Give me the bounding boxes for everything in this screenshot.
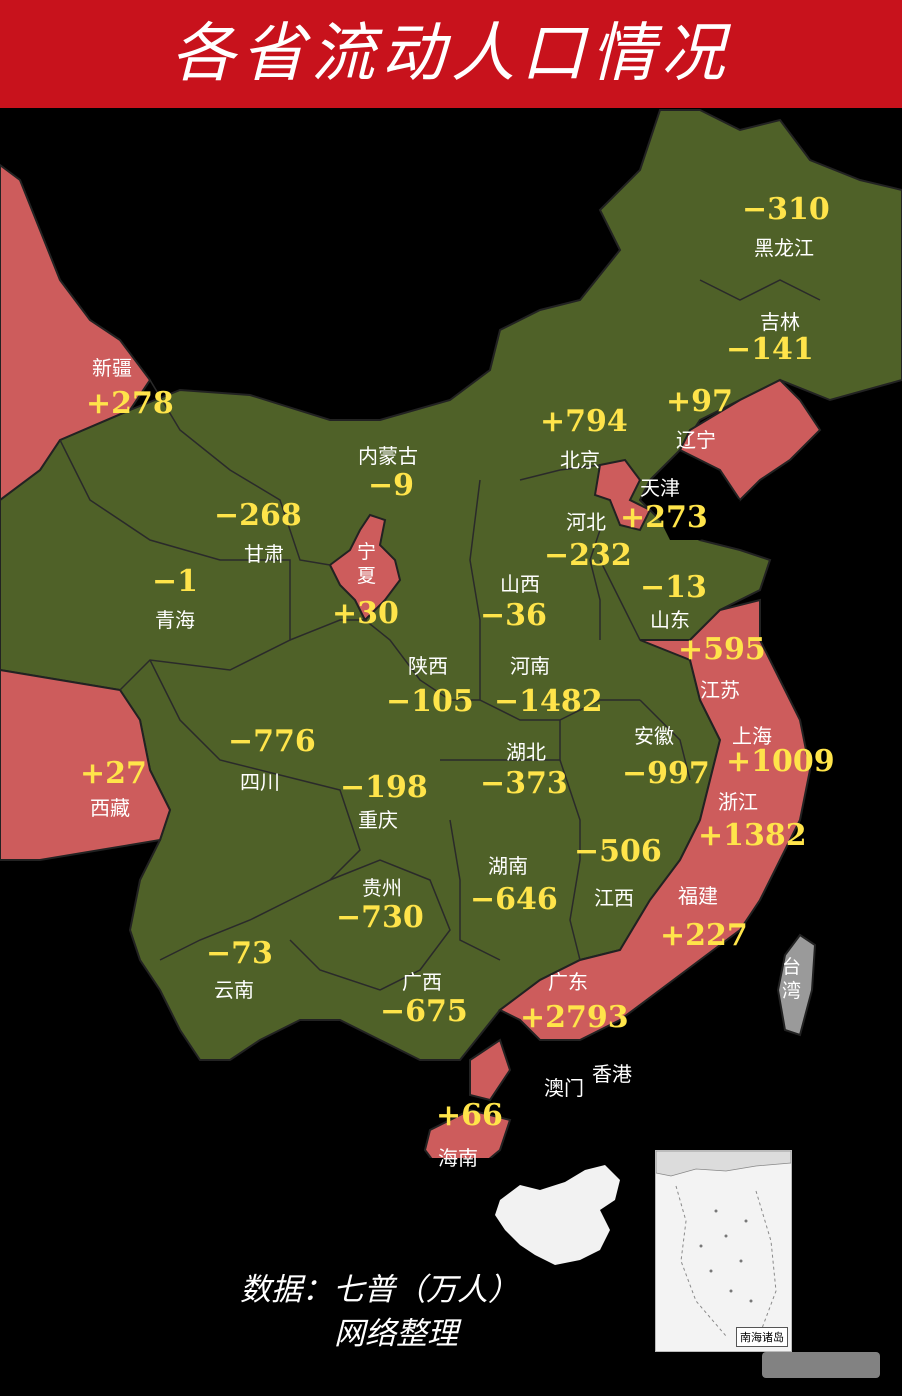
province-value-guangxi: −675 — [380, 994, 468, 1029]
province-value-tianjin: +273 — [620, 500, 708, 535]
province-name-liaoning: 辽宁 — [676, 428, 716, 452]
province-value-chongqing: −198 — [340, 770, 428, 805]
province-name-hunan: 湖南 — [488, 854, 528, 878]
credit-note: 网络整理 — [334, 1316, 458, 1352]
province-value-shanghai: +1009 — [726, 744, 835, 779]
xinjiang-region — [0, 163, 152, 502]
inset-label: 南海诸岛 — [736, 1327, 788, 1347]
china-map — [0, 109, 902, 1158]
province-value-gansu: −268 — [214, 498, 302, 533]
province-name-anhui: 安徽 — [634, 724, 674, 748]
hainan-region — [423, 1108, 512, 1158]
province-name-yunnan: 云南 — [214, 978, 254, 1002]
south-china-sea-inset: 南海诸岛 — [655, 1150, 792, 1352]
province-name-beijing: 北京 — [560, 448, 600, 472]
province-value-hubei: −373 — [480, 766, 568, 801]
province-value-hainan: +66 — [436, 1098, 503, 1133]
province-name-jilin: 吉林 — [760, 310, 800, 334]
province-name-heilongjiang: 黑龙江 — [754, 236, 814, 260]
region-name-hongkong: 香港 — [592, 1062, 632, 1086]
province-value-fujian: +227 — [660, 918, 748, 953]
province-name-hebei: 河北 — [566, 510, 606, 534]
province-boundaries — [59, 279, 821, 991]
province-name-hubei: 湖北 — [506, 740, 546, 764]
province-name-shanxi: 山西 — [500, 572, 540, 596]
region-name-macau: 澳门 — [544, 1076, 584, 1100]
province-value-heilongjiang: −310 — [742, 192, 830, 227]
province-name-gansu: 甘肃 — [244, 542, 284, 566]
province-name-hainan: 海南 — [438, 1146, 478, 1170]
province-value-beijing: +794 — [540, 404, 628, 439]
map-title: 各省流动人口情况 — [171, 17, 731, 91]
province-value-guangdong: +2793 — [520, 1000, 629, 1035]
province-name-xinjiang: 新疆 — [92, 356, 132, 380]
province-name-shanghai: 上海 — [732, 724, 772, 748]
east-coast-region — [498, 598, 812, 1041]
province-name-guangxi: 广西 — [402, 970, 442, 994]
province-name-tianjin: 天津 — [640, 476, 680, 500]
province-name-jiangsu: 江苏 — [700, 678, 740, 702]
province-name-neimenggu: 内蒙古 — [358, 444, 418, 468]
liaoning-region — [678, 378, 822, 502]
province-name-guangdong: 广东 — [548, 970, 588, 994]
province-value-guizhou: −730 — [336, 900, 424, 935]
province-value-xizang: +27 — [80, 756, 147, 791]
province-value-sichuan: −776 — [228, 724, 316, 759]
province-value-hebei: −232 — [544, 538, 632, 573]
province-name-jiangxi: 江西 — [594, 886, 634, 910]
province-name-qinghai: 青海 — [155, 608, 195, 632]
province-value-zhejiang: +1382 — [698, 818, 807, 853]
province-name-guizhou: 贵州 — [362, 876, 402, 900]
province-value-anhui: −997 — [622, 756, 710, 791]
province-name-ningxia: 宁夏 — [357, 541, 377, 587]
province-value-jiangsu: +595 — [678, 632, 766, 667]
province-value-shanxi: −36 — [480, 598, 547, 633]
data-source-note: 数据：七普（万人） — [240, 1272, 519, 1308]
title-bar: 各省流动人口情况 — [0, 0, 902, 108]
province-name-shaanxi: 陕西 — [408, 654, 448, 678]
taiwan-region — [776, 933, 817, 1037]
province-value-hunan: −646 — [470, 882, 558, 917]
province-value-yunnan: −73 — [206, 936, 273, 971]
watermark — [762, 1352, 880, 1378]
mainland-outflow-region — [0, 109, 902, 1061]
inset-map — [656, 1151, 791, 1337]
province-value-shandong: −13 — [640, 570, 707, 605]
province-value-ningxia: +30 — [332, 596, 399, 631]
china-silhouette-thumbnail — [495, 1165, 620, 1265]
province-name-sichuan: 四川 — [240, 770, 280, 794]
province-value-jiangxi: −506 — [574, 834, 662, 869]
province-value-neimenggu: −9 — [368, 468, 415, 503]
beijing-tianjin-region — [593, 458, 652, 532]
province-value-xinjiang: +278 — [86, 386, 174, 421]
province-name-henan: 河南 — [510, 654, 550, 678]
province-value-qinghai: −1 — [152, 564, 199, 599]
province-value-jilin: −141 — [726, 332, 814, 367]
xizang-region — [0, 668, 172, 861]
province-value-shaanxi: −105 — [386, 684, 474, 719]
region-name-taiwan: 台湾 — [782, 956, 802, 1002]
province-value-liaoning: +97 — [666, 384, 733, 419]
bohai-sea — [660, 490, 740, 540]
leizhou-region — [469, 1038, 512, 1102]
province-name-zhejiang: 浙江 — [718, 790, 758, 814]
province-value-henan: −1482 — [494, 684, 603, 719]
province-name-xizang: 西藏 — [90, 796, 130, 820]
province-name-chongqing: 重庆 — [358, 808, 398, 832]
province-name-fujian: 福建 — [678, 884, 718, 908]
province-name-shandong: 山东 — [650, 608, 690, 632]
